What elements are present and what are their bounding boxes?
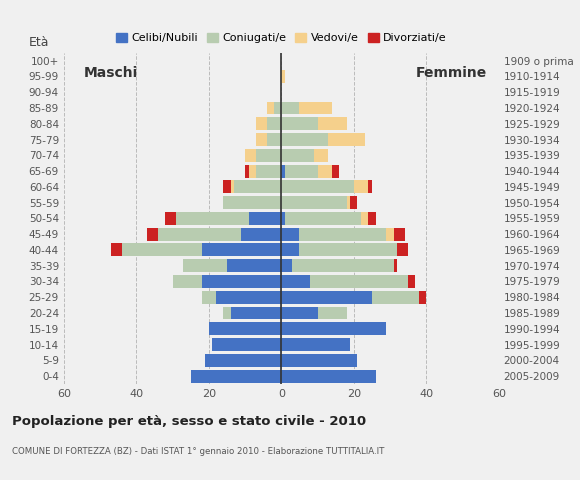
- Bar: [354, 180, 368, 193]
- Bar: [361, 212, 368, 225]
- Text: Femmine: Femmine: [416, 66, 487, 80]
- Bar: [292, 259, 394, 272]
- Bar: [245, 165, 249, 178]
- Bar: [397, 243, 408, 256]
- Bar: [368, 212, 376, 225]
- Bar: [165, 212, 176, 225]
- Bar: [281, 196, 347, 209]
- Bar: [231, 180, 234, 193]
- Bar: [281, 228, 299, 240]
- Bar: [209, 323, 281, 335]
- Bar: [173, 275, 202, 288]
- Bar: [281, 291, 372, 304]
- Bar: [281, 133, 328, 146]
- Bar: [249, 212, 281, 225]
- Bar: [285, 212, 361, 225]
- Bar: [281, 370, 376, 383]
- Bar: [281, 323, 386, 335]
- Bar: [223, 196, 281, 209]
- Text: COMUNE DI FORTEZZA (BZ) - Dati ISTAT 1° gennaio 2010 - Elaborazione TUTTITALIA.I: COMUNE DI FORTEZZA (BZ) - Dati ISTAT 1° …: [12, 446, 384, 456]
- Bar: [328, 133, 365, 146]
- Bar: [281, 117, 318, 130]
- Bar: [256, 133, 267, 146]
- Bar: [299, 228, 386, 240]
- Bar: [299, 243, 397, 256]
- Bar: [231, 307, 281, 320]
- Bar: [256, 149, 281, 162]
- Bar: [281, 102, 299, 114]
- Bar: [386, 228, 394, 240]
- Bar: [281, 180, 354, 193]
- Bar: [216, 291, 281, 304]
- Bar: [267, 117, 281, 130]
- Bar: [281, 275, 310, 288]
- Bar: [223, 307, 231, 320]
- Bar: [241, 228, 281, 240]
- Bar: [332, 165, 339, 178]
- Bar: [191, 370, 281, 383]
- Bar: [408, 275, 415, 288]
- Bar: [347, 196, 350, 209]
- Bar: [285, 165, 318, 178]
- Bar: [281, 149, 314, 162]
- Bar: [281, 259, 292, 272]
- Bar: [318, 307, 347, 320]
- Bar: [176, 212, 249, 225]
- Bar: [227, 259, 281, 272]
- Bar: [318, 117, 347, 130]
- Legend: Celibi/Nubili, Coniugati/e, Vedovi/e, Divorziati/e: Celibi/Nubili, Coniugati/e, Vedovi/e, Di…: [111, 28, 451, 48]
- Text: Età: Età: [29, 36, 49, 49]
- Bar: [350, 196, 357, 209]
- Bar: [281, 212, 285, 225]
- Bar: [267, 133, 281, 146]
- Bar: [256, 165, 281, 178]
- Bar: [281, 70, 285, 83]
- Bar: [394, 259, 397, 272]
- Bar: [205, 354, 281, 367]
- Bar: [245, 149, 256, 162]
- Bar: [299, 102, 332, 114]
- Bar: [372, 291, 419, 304]
- Bar: [202, 243, 281, 256]
- Bar: [202, 291, 216, 304]
- Bar: [368, 180, 372, 193]
- Bar: [310, 275, 408, 288]
- Bar: [234, 180, 281, 193]
- Text: Maschi: Maschi: [84, 66, 138, 80]
- Bar: [183, 259, 227, 272]
- Bar: [394, 228, 405, 240]
- Bar: [274, 102, 281, 114]
- Bar: [223, 180, 231, 193]
- Bar: [281, 307, 318, 320]
- Bar: [256, 117, 267, 130]
- Bar: [281, 243, 299, 256]
- Bar: [212, 338, 281, 351]
- Bar: [281, 165, 285, 178]
- Bar: [147, 228, 158, 240]
- Bar: [122, 243, 202, 256]
- Bar: [158, 228, 241, 240]
- Bar: [419, 291, 426, 304]
- Text: Popolazione per età, sesso e stato civile - 2010: Popolazione per età, sesso e stato civil…: [12, 415, 366, 428]
- Bar: [318, 165, 332, 178]
- Bar: [281, 338, 350, 351]
- Bar: [267, 102, 274, 114]
- Bar: [111, 243, 122, 256]
- Bar: [281, 354, 357, 367]
- Bar: [249, 165, 256, 178]
- Bar: [202, 275, 281, 288]
- Bar: [314, 149, 328, 162]
